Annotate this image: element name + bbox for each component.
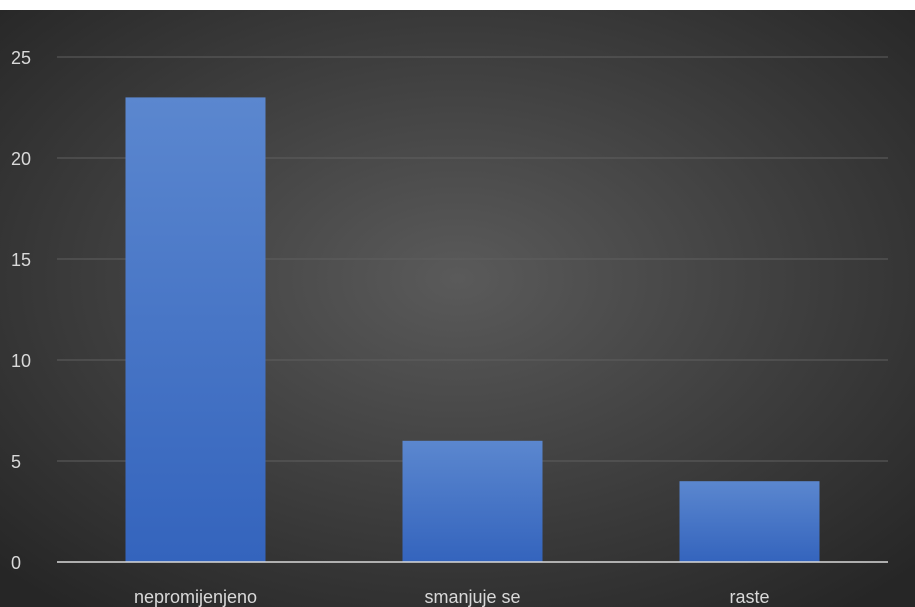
y-tick-labels: 0 5 10 15 20 25 — [11, 48, 31, 573]
y-tick-label: 0 — [11, 553, 21, 573]
x-category-labels: nepromijenjeno smanjuje se raste — [134, 587, 770, 607]
y-tick-label: 20 — [11, 149, 31, 169]
bar-smanjuje-se — [402, 440, 543, 562]
x-category-label: smanjuje se — [424, 587, 520, 607]
y-tick-label: 25 — [11, 48, 31, 68]
x-category-label: nepromijenjeno — [134, 587, 257, 607]
y-tick-label: 10 — [11, 351, 31, 371]
y-tick-label: 5 — [11, 452, 21, 472]
bars — [125, 97, 820, 563]
y-tick-label: 15 — [11, 250, 31, 270]
bar-raste — [679, 481, 820, 562]
x-category-label: raste — [729, 587, 769, 607]
bar-nepromijenjeno — [125, 97, 266, 563]
